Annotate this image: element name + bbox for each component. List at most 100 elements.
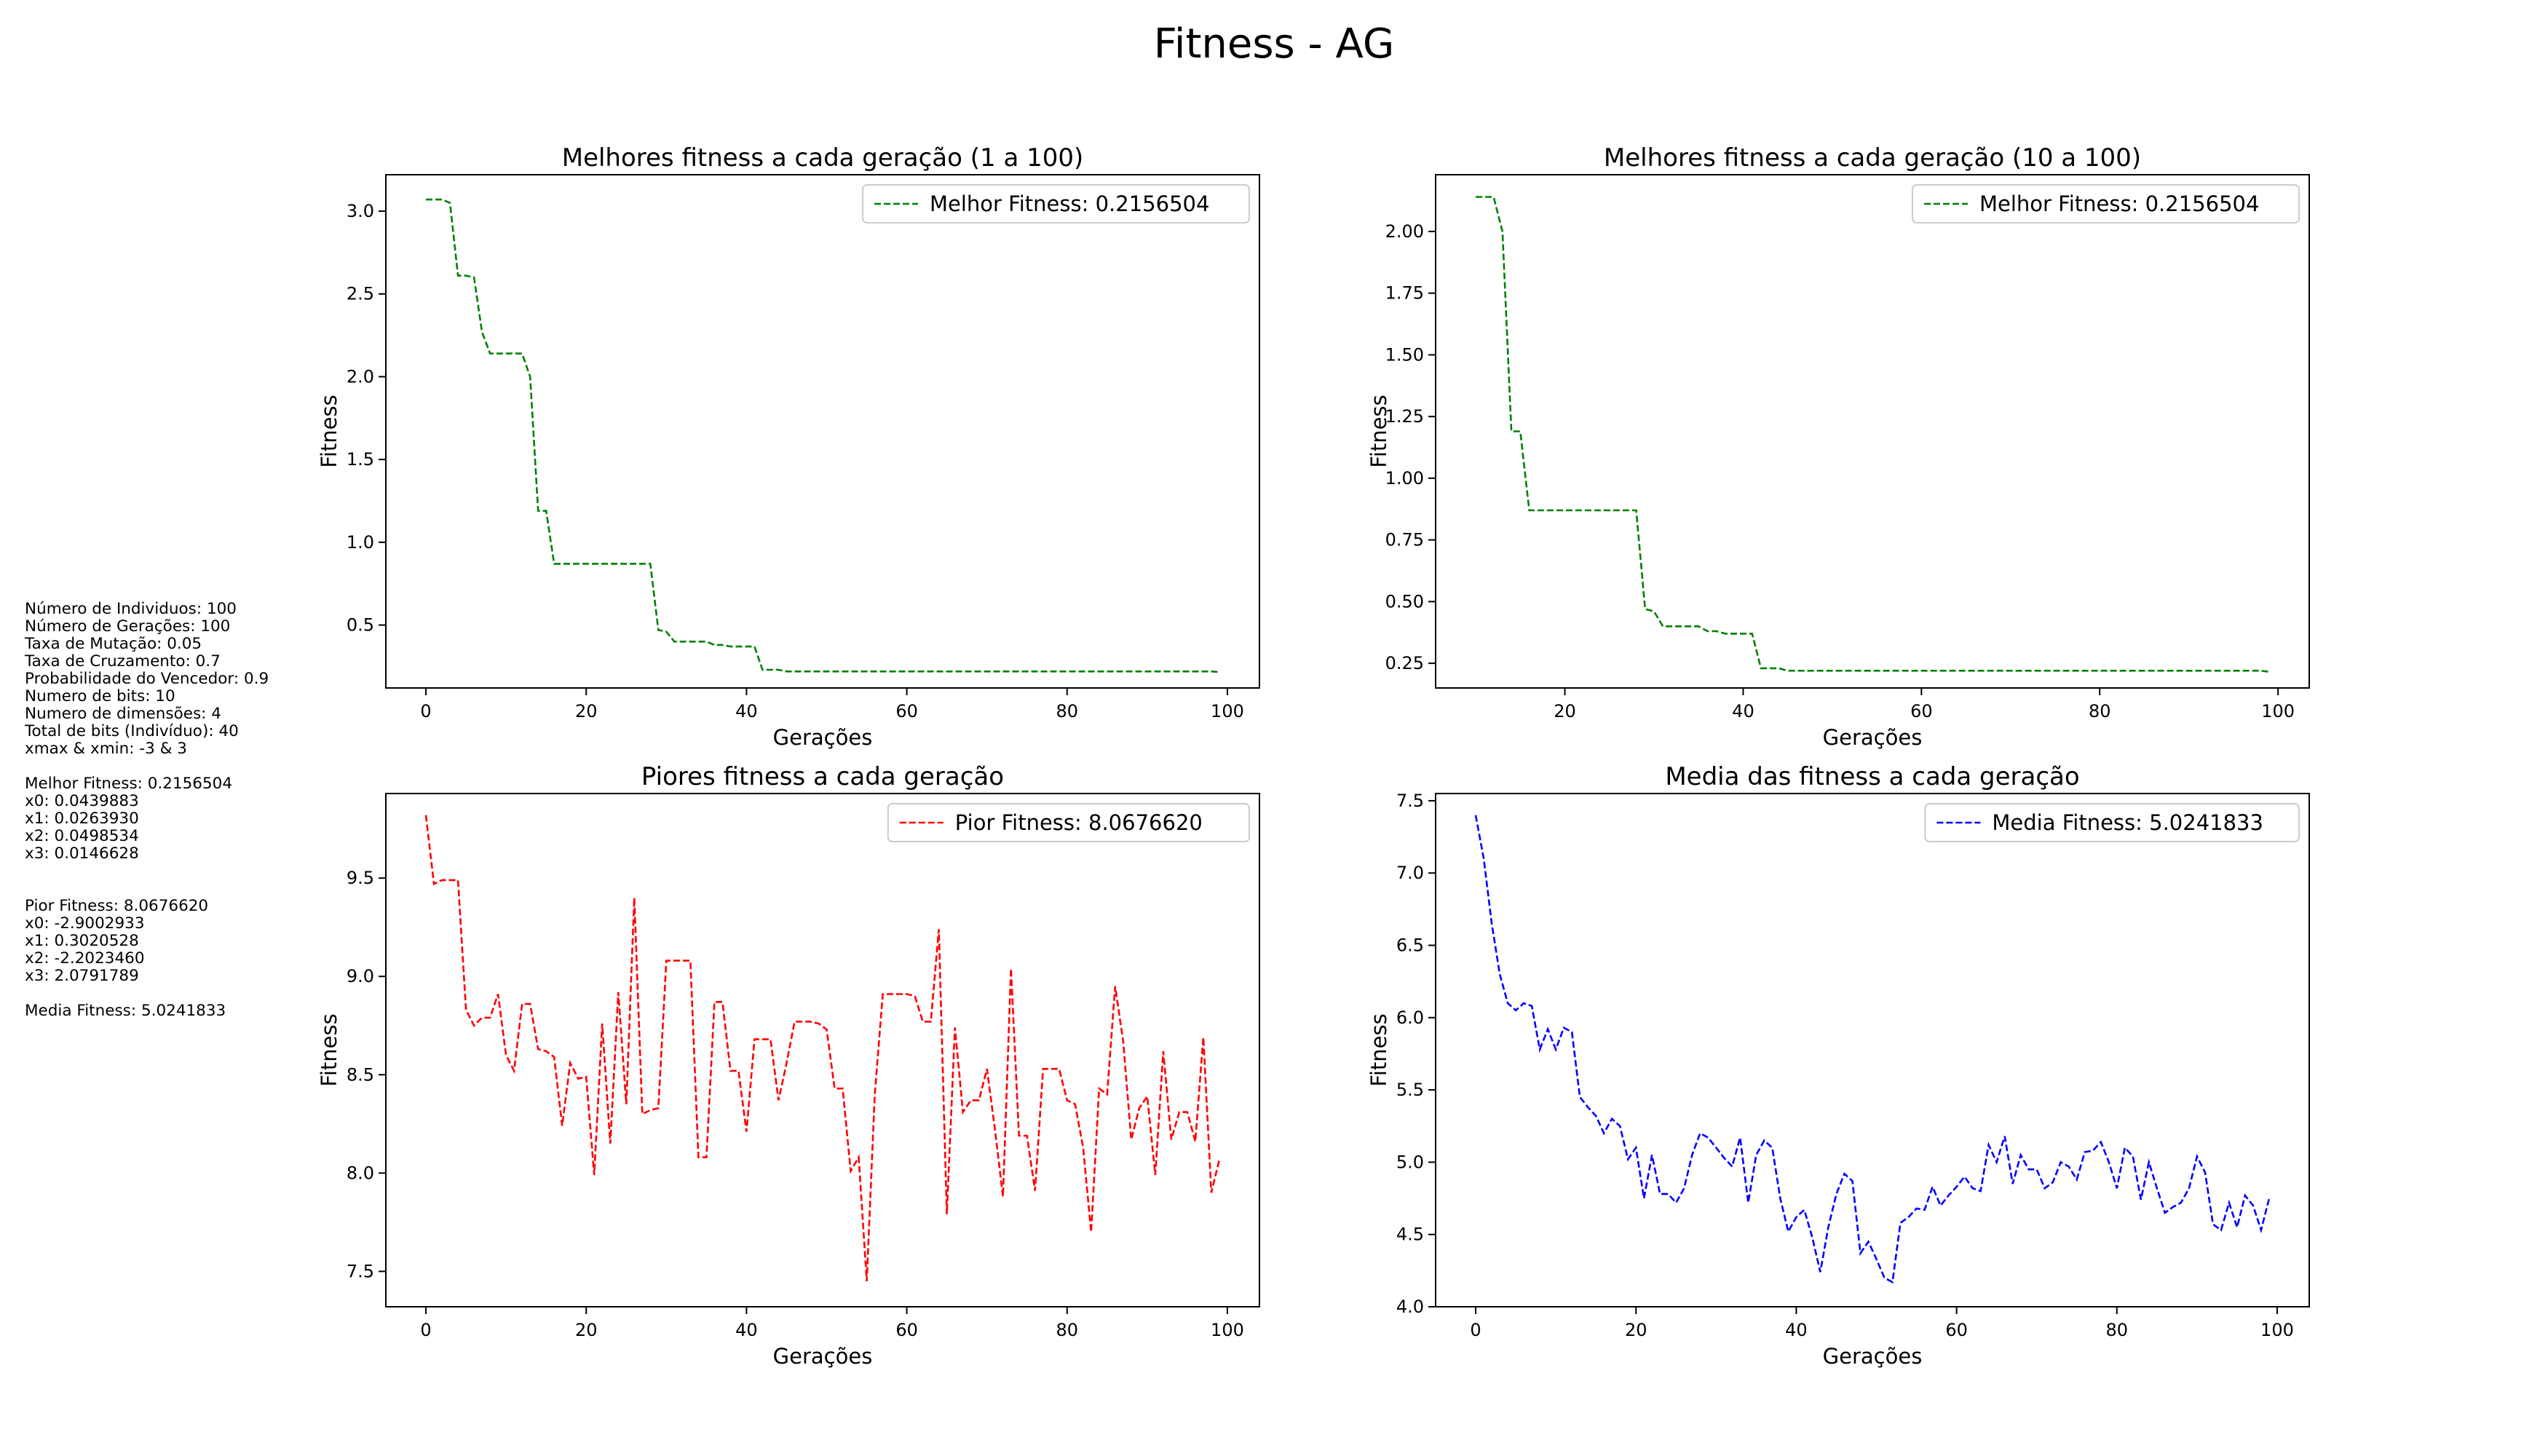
y-tick-label: 2.5 bbox=[347, 284, 374, 304]
y-tick-label: 0.25 bbox=[1385, 653, 1424, 673]
x-tick-label: 80 bbox=[2089, 701, 2111, 721]
x-tick-label: 100 bbox=[2260, 1320, 2294, 1340]
x-tick-label: 80 bbox=[1056, 701, 1079, 721]
legend-label: Pior Fitness: 8.0676620 bbox=[955, 810, 1203, 835]
legend-box bbox=[887, 803, 1251, 842]
info-line: xmax & xmin: -3 & 3 bbox=[25, 740, 187, 758]
x-tick-label: 20 bbox=[575, 701, 598, 721]
info-line: x3: 2.0791789 bbox=[25, 967, 139, 985]
info-line: x0: -2.9002933 bbox=[25, 914, 145, 933]
info-panel: Número de Individuos: 100 Número de Geraç… bbox=[25, 601, 269, 1020]
plot-frame bbox=[1435, 793, 2310, 1307]
y-tick-label: 6.5 bbox=[1396, 935, 1424, 956]
x-tick-label: 0 bbox=[420, 1320, 431, 1340]
x-tick-label: 80 bbox=[2106, 1320, 2129, 1340]
x-tick-label: 20 bbox=[1625, 1320, 1647, 1340]
chart-title: Melhores fitness a cada geração (10 a 10… bbox=[1604, 143, 2141, 173]
y-tick-label: 2.0 bbox=[347, 366, 374, 387]
x-tick-label: 100 bbox=[1211, 1320, 1244, 1340]
x-axis-label: Gerações bbox=[1823, 1344, 1923, 1369]
info-line: x2: -2.2023460 bbox=[25, 949, 145, 968]
chart-title: Melhores fitness a cada geração (1 a 100… bbox=[562, 143, 1084, 173]
x-axis-label: Gerações bbox=[773, 1344, 873, 1369]
y-tick-label: 2.00 bbox=[1385, 221, 1424, 242]
info-line: x2: 0.0498534 bbox=[25, 827, 139, 845]
y-tick-label: 1.5 bbox=[347, 449, 374, 470]
figure-title: Fitness - AG bbox=[1153, 20, 1395, 68]
x-tick-label: 0 bbox=[420, 701, 431, 721]
x-tick-label: 60 bbox=[1945, 1320, 1968, 1340]
y-tick-label: 6.0 bbox=[1396, 1008, 1424, 1028]
plot-frame bbox=[385, 174, 1260, 689]
legend-box bbox=[1912, 184, 2300, 223]
chart-1: Melhores fitness a cada geração (1 a 100… bbox=[317, 143, 1260, 750]
x-axis-label: Gerações bbox=[1823, 725, 1923, 750]
info-line: Melhor Fitness: 0.2156504 bbox=[25, 775, 233, 793]
info-line: Total de bits (Indivíduo): 40 bbox=[25, 722, 239, 740]
series-line bbox=[1476, 196, 2270, 673]
legend-label: Melhor Fitness: 0.2156504 bbox=[1979, 191, 2259, 216]
y-tick-label: 0.50 bbox=[1385, 591, 1424, 612]
x-tick-label: 60 bbox=[1910, 701, 1933, 721]
y-axis-label: Fitness bbox=[1366, 395, 1391, 467]
info-line: x1: 0.3020528 bbox=[25, 932, 139, 950]
x-tick-label: 40 bbox=[735, 701, 758, 721]
info-line: Media Fitness: 5.0241833 bbox=[25, 1002, 226, 1020]
info-line: Número de Gerações: 100 bbox=[25, 617, 231, 636]
legend-label: Media Fitness: 5.0241833 bbox=[1992, 810, 2263, 835]
info-line: Taxa de Cruzamento: 0.7 bbox=[25, 652, 221, 670]
y-tick-label: 7.5 bbox=[347, 1261, 374, 1281]
legend-box bbox=[1924, 803, 2300, 842]
chart-2: Melhores fitness a cada geração (10 a 10… bbox=[1366, 143, 2310, 750]
x-tick-label: 20 bbox=[1554, 701, 1576, 721]
y-tick-label: 5.5 bbox=[1396, 1080, 1424, 1100]
info-line: x3: 0.0146628 bbox=[25, 844, 139, 863]
chart-3: Piores fitness a cada geração 0 20 40 60 80 10… bbox=[317, 762, 1260, 1369]
y-tick-label: 7.5 bbox=[1396, 791, 1424, 811]
y-axis-label: Fitness bbox=[1366, 1013, 1391, 1086]
y-tick-label: 0.75 bbox=[1385, 530, 1424, 550]
x-axis-label: Gerações bbox=[773, 725, 873, 750]
x-tick-label: 40 bbox=[735, 1320, 758, 1340]
info-line: Pior Fitness: 8.0676620 bbox=[25, 897, 209, 915]
plot-frame bbox=[1435, 174, 2310, 689]
y-tick-label: 4.5 bbox=[1396, 1224, 1424, 1245]
series-line bbox=[426, 198, 1220, 673]
info-line: x0: 0.0439883 bbox=[25, 792, 139, 810]
x-tick-label: 40 bbox=[1732, 701, 1754, 721]
y-axis-label: Fitness bbox=[317, 1013, 341, 1086]
x-tick-label: 40 bbox=[1785, 1320, 1808, 1340]
info-line: Número de Individuos: 100 bbox=[25, 600, 237, 618]
info-line: x1: 0.0263930 bbox=[25, 810, 139, 828]
y-tick-label: 5.0 bbox=[1396, 1152, 1424, 1172]
y-tick-label: 1.0 bbox=[347, 532, 374, 553]
x-tick-label: 0 bbox=[1470, 1320, 1481, 1340]
x-tick-label: 20 bbox=[575, 1320, 598, 1340]
y-tick-label: 0.5 bbox=[347, 615, 374, 636]
chart-4: Media das fitness a cada geração 0 20 40 60 8… bbox=[1366, 762, 2310, 1369]
x-tick-label: 100 bbox=[1211, 701, 1244, 721]
info-line: Taxa de Mutação: 0.05 bbox=[25, 635, 202, 653]
x-tick-label: 100 bbox=[2261, 701, 2295, 721]
y-axis-label: Fitness bbox=[317, 395, 341, 467]
y-tick-label: 8.5 bbox=[347, 1064, 374, 1085]
x-tick-label: 60 bbox=[895, 701, 918, 721]
y-tick-label: 4.0 bbox=[1396, 1297, 1424, 1317]
legend-box bbox=[862, 184, 1250, 223]
y-tick-label: 7.0 bbox=[1396, 863, 1424, 883]
y-tick-label: 1.25 bbox=[1385, 406, 1424, 427]
y-tick-label: 9.0 bbox=[347, 966, 374, 986]
series-line bbox=[424, 815, 1221, 1281]
info-line: Numero de bits: 10 bbox=[25, 687, 175, 705]
legend-label: Melhor Fitness: 0.2156504 bbox=[930, 191, 1209, 216]
plot-frame bbox=[385, 793, 1260, 1307]
info-line: Probabilidade do Vencedor: 0.9 bbox=[25, 670, 269, 688]
x-tick-label: 80 bbox=[1056, 1320, 1079, 1340]
chart-title: Piores fitness a cada geração bbox=[641, 762, 1004, 791]
series-line bbox=[1474, 815, 2271, 1284]
y-tick-label: 1.00 bbox=[1385, 468, 1424, 488]
y-tick-label: 8.0 bbox=[347, 1163, 374, 1183]
x-tick-label: 60 bbox=[895, 1320, 918, 1340]
info-line: Numero de dimensões: 4 bbox=[25, 705, 221, 723]
